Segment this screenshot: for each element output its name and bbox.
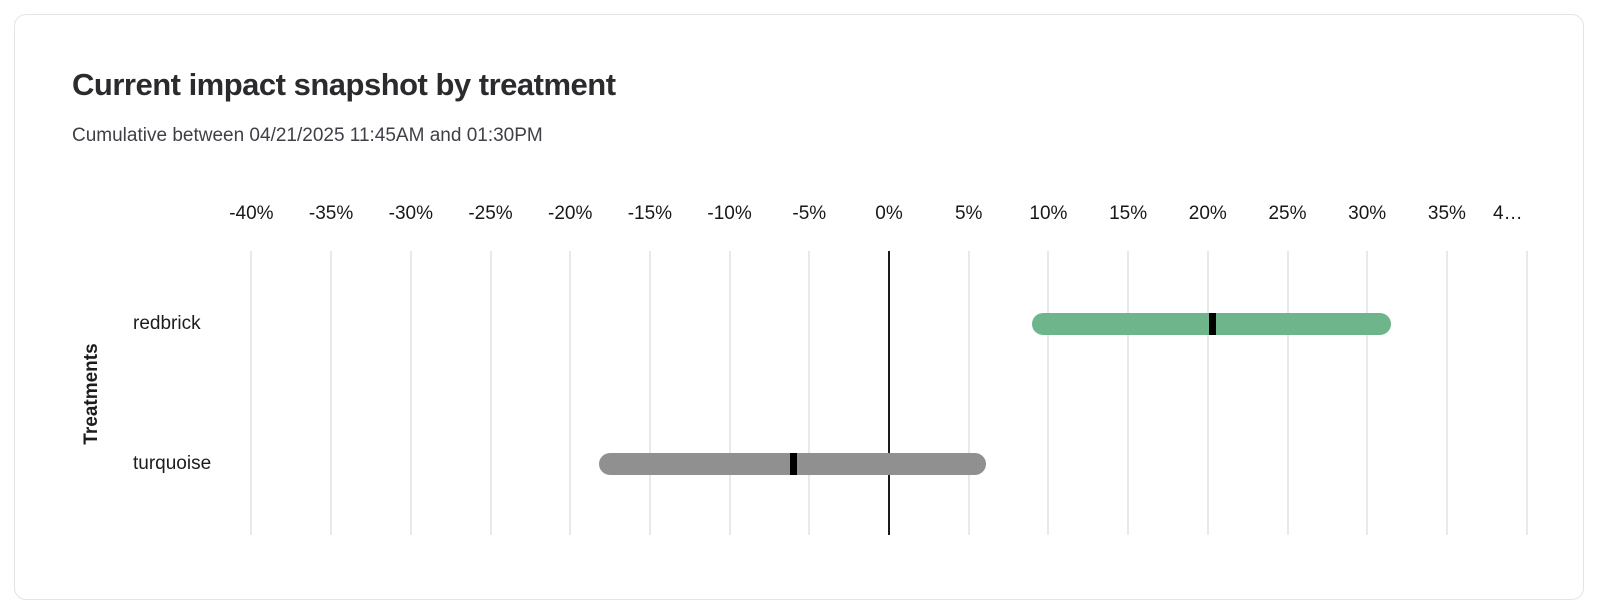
gridline: [1445, 251, 1448, 535]
gridline: [250, 251, 253, 535]
gridline: [569, 251, 572, 535]
gridline: [1047, 251, 1050, 535]
x-tick-label: 25%: [1268, 203, 1307, 224]
category-label-redbrick: redbrick: [133, 313, 201, 334]
gridline: [648, 251, 651, 535]
gridline: [1286, 251, 1289, 535]
gridline: [728, 251, 731, 535]
x-tick-label: -30%: [388, 203, 433, 224]
gridline: [330, 251, 333, 535]
gridline: [967, 251, 970, 535]
x-tick-label: -35%: [308, 203, 354, 224]
gridline: [1127, 251, 1130, 535]
x-tick-label: 35%: [1427, 203, 1466, 224]
x-tick-label: -20%: [548, 203, 593, 224]
gridline: [409, 251, 412, 535]
x-tick-label: -10%: [707, 203, 752, 224]
gridline: [1206, 251, 1209, 535]
x-tick-label: -25%: [468, 203, 513, 224]
gridline: [808, 251, 811, 535]
x-tick-label: -40%: [229, 203, 274, 224]
x-tick-label: 0%: [875, 203, 903, 224]
zero-line: [888, 251, 890, 535]
point-marker-turquoise: [789, 453, 797, 475]
x-tick-label: 5%: [954, 203, 983, 224]
x-tick-label: -5%: [792, 203, 827, 224]
x-tick-label: 30%: [1348, 203, 1387, 224]
x-tick-label: 4…: [1493, 203, 1523, 224]
point-marker-redbrick: [1209, 313, 1217, 335]
x-tick-label: 15%: [1109, 203, 1148, 224]
x-tick-label: -15%: [627, 203, 673, 224]
gridline: [1525, 251, 1528, 535]
x-tick-label: 10%: [1029, 203, 1068, 224]
gridline: [489, 251, 492, 535]
chart-subtitle: Cumulative between 04/21/2025 11:45AM an…: [72, 125, 543, 146]
category-label-turquoise: turquoise: [133, 453, 212, 474]
gridline: [1366, 251, 1369, 535]
chart-title: Current impact snapshot by treatment: [72, 67, 616, 102]
x-tick-label: 20%: [1188, 203, 1227, 224]
chart-card: Current impact snapshot by treatment Cum…: [14, 14, 1584, 600]
